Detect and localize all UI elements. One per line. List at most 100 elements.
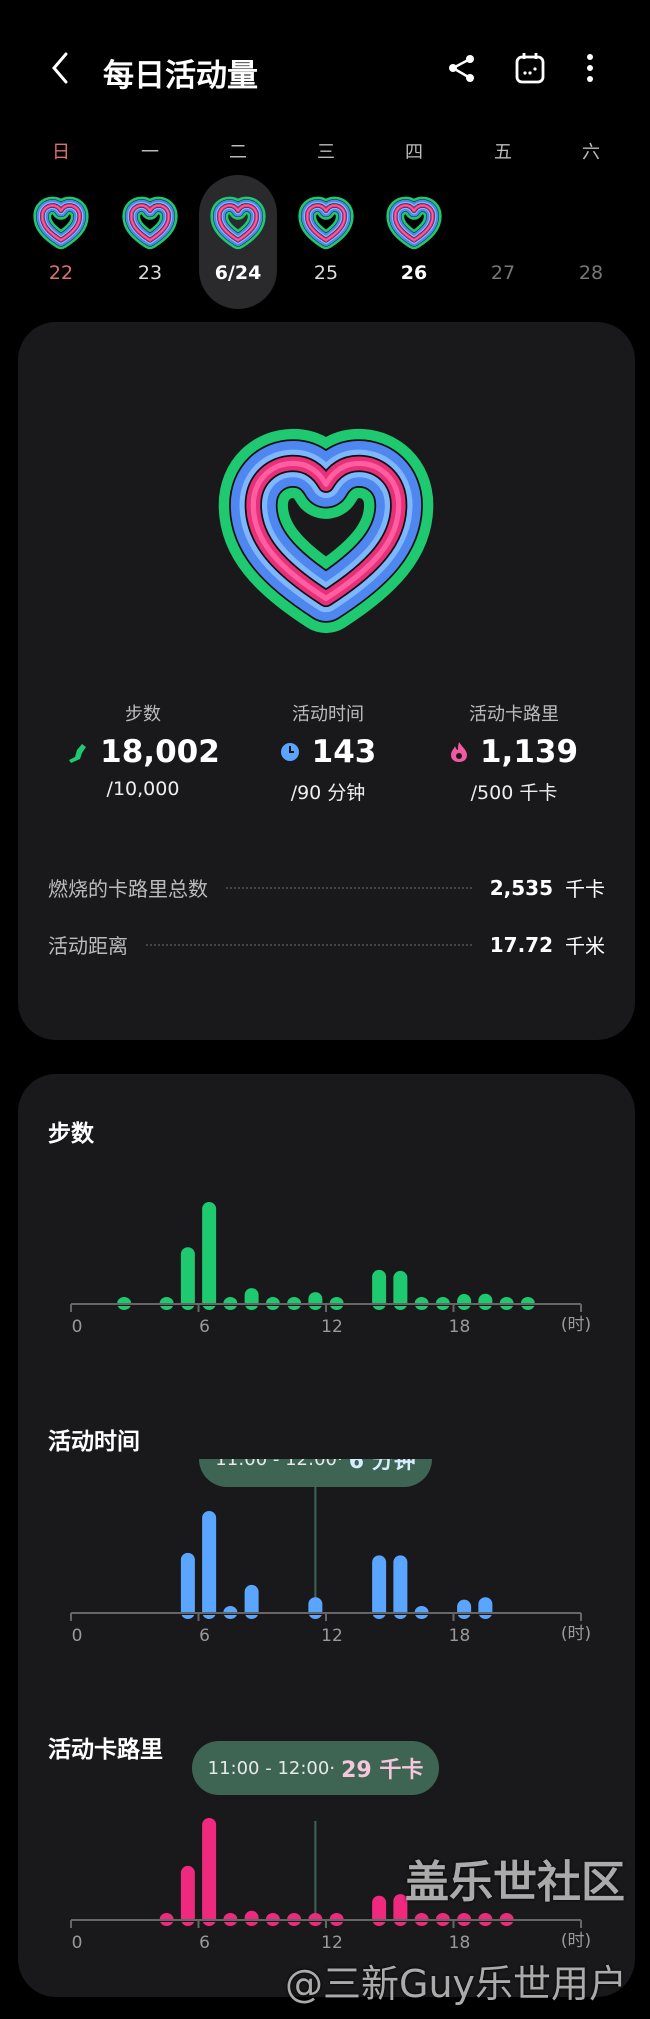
day-22[interactable]: 22 <box>26 185 96 300</box>
bar-hour-5[interactable] <box>180 1247 195 1310</box>
steps-value: 18,002 <box>33 734 253 770</box>
weekday-label: 日 <box>52 142 70 163</box>
bar-hour-6[interactable] <box>202 1202 217 1310</box>
x-tick-label: 6 <box>199 1933 210 1953</box>
row-unit: 千卡 <box>565 877 605 901</box>
day-25[interactable]: 25 <box>291 185 361 300</box>
activity-ring-icon <box>293 193 359 251</box>
day-6-24[interactable]: 6/24 <box>203 185 273 300</box>
weekday-label: 五 <box>494 142 512 163</box>
bar-hour-8[interactable] <box>244 1910 259 1926</box>
bar-hour-6[interactable] <box>202 1511 217 1619</box>
active-distance-row: 活动距离 17.72 千米 <box>48 930 605 959</box>
x-tick-label: 6 <box>199 1626 210 1646</box>
page-title: 每日活动量 <box>103 58 258 94</box>
weekday-label: 一 <box>141 142 159 163</box>
calendar-icon <box>515 53 545 84</box>
activity-rings-heart <box>196 415 456 640</box>
weekday-label: 二 <box>229 142 247 163</box>
charts-card <box>18 1074 635 1997</box>
chart-1 <box>70 1484 582 1621</box>
bar-hour-11[interactable] <box>308 1597 323 1619</box>
activity-ring-icon <box>381 193 447 251</box>
activity-ring-icon <box>117 193 183 251</box>
bar-hour-5[interactable] <box>180 1865 195 1926</box>
row-unit: 千米 <box>565 934 605 958</box>
day-26[interactable]: 26 <box>379 185 449 300</box>
activity-ring-icon <box>28 193 94 251</box>
total-calories-row: 燃烧的卡路里总数 2,535 千卡 <box>48 873 605 902</box>
bar-hour-14[interactable] <box>372 1269 387 1310</box>
watermark-line2: @三新Guy乐世用户 <box>285 1962 628 2006</box>
x-tick-label: 0 <box>71 1317 83 1337</box>
bar-hour-19[interactable] <box>478 1597 493 1619</box>
tooltip-separator: · <box>329 1757 336 1779</box>
summary-card <box>18 322 635 1040</box>
active-time-goal: /90 分钟 <box>290 782 366 804</box>
bar-hour-14[interactable] <box>372 1895 387 1926</box>
date-label: 23 <box>137 262 163 284</box>
tooltip-separator: · <box>336 1459 343 1470</box>
date-label: 28 <box>578 262 604 284</box>
row-label: 活动距离 <box>48 934 128 958</box>
day-27[interactable]: 27 <box>468 185 538 300</box>
bar-hour-5[interactable] <box>180 1552 195 1619</box>
x-tick-label: 12 <box>321 1933 343 1953</box>
chart-2 <box>70 1818 582 1928</box>
calories-chart-title: 活动卡路里 <box>48 1737 163 1763</box>
activity-ring-icon <box>205 193 271 251</box>
dotted-leader <box>146 943 472 946</box>
row-value: 17.72 <box>489 932 553 957</box>
day-28[interactable]: 28 <box>556 185 626 300</box>
chevron-left-icon <box>52 52 68 84</box>
steps-label: 步数 <box>125 704 161 725</box>
bar-hour-19[interactable] <box>478 1293 493 1310</box>
weekday-label: 三 <box>317 142 335 163</box>
weekday-label: 四 <box>405 142 423 163</box>
x-tick-label: 6 <box>199 1317 210 1337</box>
active-time-chart-title: 活动时间 <box>48 1429 140 1455</box>
chart-0 <box>70 1202 582 1312</box>
x-tick-label: 18 <box>448 1317 471 1337</box>
active-calories-goal: /500 千卡 <box>470 782 558 804</box>
calendar-button[interactable] <box>510 48 550 88</box>
bar-hour-15[interactable] <box>393 1894 408 1926</box>
date-label: 25 <box>313 262 339 284</box>
bar-hour-15[interactable] <box>393 1555 408 1619</box>
x-tick-label: 18 <box>448 1626 471 1646</box>
bar-hour-18[interactable] <box>457 1294 472 1310</box>
flame-icon <box>450 742 467 762</box>
active-time-value: 143 <box>218 734 438 770</box>
x-axis-unit: (时) <box>560 1624 592 1644</box>
bar-hour-18[interactable] <box>457 1599 472 1619</box>
active-time-label: 活动时间 <box>292 704 364 725</box>
bar-hour-15[interactable] <box>393 1270 408 1310</box>
date-label: 22 <box>48 262 74 284</box>
bar-hour-14[interactable] <box>372 1555 387 1619</box>
chart-tooltip: 11:00 - 12:00 · 29 千卡 <box>192 1741 439 1795</box>
bar-hour-8[interactable] <box>244 1288 259 1310</box>
bar-hour-11[interactable] <box>308 1292 323 1310</box>
steps-goal: /10,000 <box>106 778 180 800</box>
more-options-button[interactable] <box>570 48 610 88</box>
x-tick-label: 12 <box>321 1317 343 1337</box>
bar-hour-6[interactable] <box>202 1818 217 1926</box>
clock-icon <box>280 743 299 761</box>
x-tick-label: 0 <box>71 1626 83 1646</box>
active-calories-value: 1,139 <box>404 734 624 770</box>
row-label: 燃烧的卡路里总数 <box>48 877 208 901</box>
date-label: 27 <box>490 262 516 284</box>
x-axis-unit: (时) <box>560 1315 592 1335</box>
day-23[interactable]: 23 <box>115 185 185 300</box>
weekday-label: 六 <box>582 142 600 163</box>
steps-chart-title: 步数 <box>48 1121 94 1147</box>
date-label: 6/24 <box>214 262 262 284</box>
more-vertical-icon <box>587 54 593 82</box>
back-button[interactable] <box>40 48 80 88</box>
tooltip-range: 11:00 - 12:00 <box>215 1459 337 1470</box>
x-tick-label: 12 <box>321 1626 343 1646</box>
share-button[interactable] <box>442 48 482 88</box>
x-tick-label: 0 <box>71 1933 83 1953</box>
active-calories-label: 活动卡路里 <box>469 704 559 725</box>
bar-hour-8[interactable] <box>244 1584 259 1619</box>
